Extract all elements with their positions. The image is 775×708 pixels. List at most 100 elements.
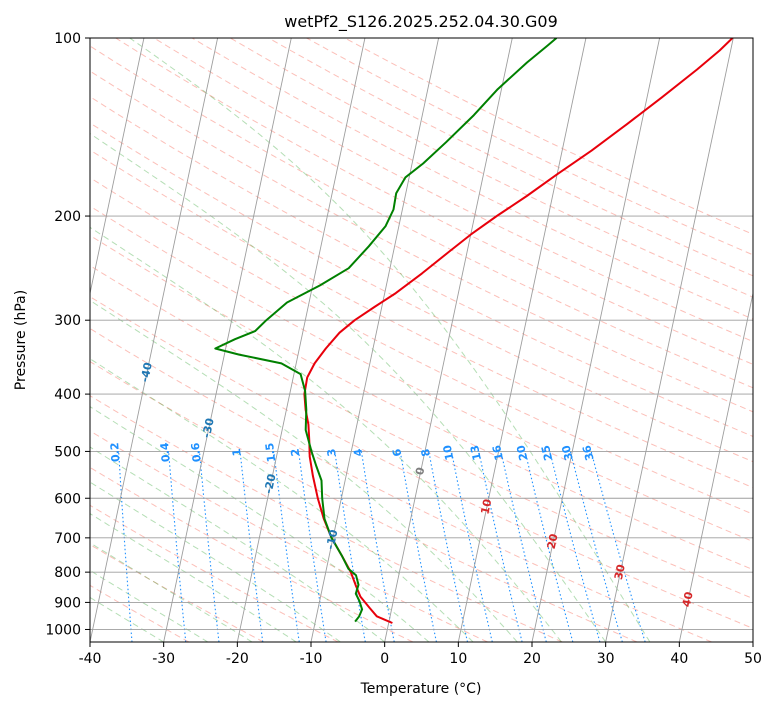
dry-adiabat-line (90, 584, 190, 642)
isotherm-line (236, 38, 366, 642)
x-tick-label: -40 (79, 651, 102, 667)
isotherm-label: 0 (413, 466, 427, 477)
isotherm-line (605, 38, 734, 642)
y-tick-label: 400 (54, 387, 81, 403)
mixing-ratio-line (399, 451, 437, 642)
dry-adiabat-line (90, 395, 563, 642)
mixing-ratio-line (168, 451, 187, 642)
dry-adiabat-line (115, 38, 753, 365)
mixing-ratio-label: 4 (351, 447, 365, 457)
x-tick-label: -30 (152, 651, 175, 667)
isotherm-line (90, 38, 219, 642)
isotherm-line (384, 38, 513, 642)
isotherm-label: -30 (200, 417, 217, 439)
moist-adiabat-line (90, 481, 341, 642)
mixing-ratio-line (549, 451, 601, 642)
isotherm-label: 40 (680, 590, 696, 608)
y-tick-label: 200 (54, 209, 81, 225)
x-tick-label: -10 (300, 651, 323, 667)
moist-adiabat-line (129, 38, 651, 642)
isotherm-line (0, 38, 70, 642)
dry-adiabat-line (153, 38, 753, 343)
isotherm-label: -10 (324, 528, 341, 550)
x-tick-label: -20 (226, 651, 249, 667)
isotherm-line (457, 38, 587, 642)
dry-adiabat-line (90, 70, 753, 413)
mixing-ratio-label: 3 (325, 448, 339, 457)
mixing-ratio-line (298, 451, 327, 642)
y-tick-label: 1000 (45, 622, 81, 638)
sounding-profiles (214, 38, 734, 624)
moist-adiabats (90, 38, 651, 642)
dewpoint-profile (214, 38, 558, 623)
mixing-ratio-label: 10 (441, 444, 457, 462)
x-tick-label: 50 (744, 651, 762, 667)
dry-adiabat-line (230, 38, 753, 298)
x-tick-label: 0 (380, 651, 389, 667)
isotherm-line (678, 291, 753, 642)
y-tick-label: 900 (54, 595, 81, 611)
isotherm-label: 30 (612, 563, 628, 581)
x-axis: -40 -30 -20 -10 0 10 20 30 40 50 (79, 642, 762, 667)
dry-adiabat-line (90, 122, 753, 463)
y-axis-title: Pressure (hPa) (13, 290, 29, 390)
dry-adiabat-line (90, 360, 638, 642)
isotherm-line (90, 38, 145, 296)
dry-adiabat-line (90, 45, 753, 389)
mixing-ratio-label: 6 (390, 447, 404, 457)
mixing-ratio-lines (118, 451, 646, 642)
moist-adiabat-line (90, 226, 562, 642)
mixing-ratio-label: 13 (468, 444, 484, 462)
moist-adiabat-line (90, 299, 518, 642)
plot-area: -100-90-80-70-60-50-40-30-20-10010203040… (0, 38, 753, 642)
mixing-ratio-line (118, 451, 133, 642)
mixing-ratio-line (569, 451, 623, 642)
chart-title: wetPf2_S126.2025.252.04.30.G09 (284, 12, 558, 32)
x-tick-label: 10 (449, 651, 467, 667)
y-tick-label: 100 (54, 31, 81, 47)
dry-adiabat-line (90, 543, 264, 642)
dry-adiabat-line (306, 38, 753, 256)
dry-adiabat-line (90, 430, 488, 642)
moist-adiabat-line (90, 406, 430, 642)
isotherm-line (752, 639, 753, 642)
isotherm-label: 20 (545, 532, 561, 550)
mixing-ratio-label: 2 (288, 448, 302, 457)
moist-adiabat-line (90, 569, 209, 642)
dry-adiabat-line (90, 149, 753, 489)
dry-adiabat-line (90, 504, 339, 642)
y-tick-label: 300 (54, 313, 81, 329)
dry-adiabats (90, 38, 753, 642)
mixing-ratio-label: 8 (419, 448, 433, 458)
x-tick-label: 30 (597, 651, 615, 667)
mixing-ratio-line (450, 451, 493, 642)
mixing-ratio-line (478, 451, 523, 642)
y-tick-label: 800 (54, 565, 81, 581)
mixing-ratio-label: 1.5 (263, 442, 278, 463)
y-tick-label: 600 (54, 491, 81, 507)
isotherm-label: -40 (138, 361, 155, 383)
dry-adiabat-line (90, 264, 753, 600)
dry-adiabat-line (90, 327, 712, 642)
mixing-ratio-line (590, 451, 646, 642)
mixing-ratio-label: 30 (559, 444, 575, 462)
isotherms (0, 38, 753, 642)
mixing-ratio-line (500, 451, 547, 642)
mixing-ratio-line (239, 451, 264, 642)
temperature-profile (303, 38, 734, 624)
isobars (90, 38, 753, 630)
mixing-ratio-line (334, 451, 366, 642)
isotherm-label: -20 (262, 472, 279, 494)
y-tick-label: 500 (54, 444, 81, 460)
moist-adiabat-line (90, 446, 385, 642)
isotherm-line (531, 38, 661, 642)
dry-adiabat-line (90, 96, 753, 437)
mixing-ratio-label: 16 (490, 444, 506, 462)
x-axis-title: Temperature (°C) (360, 681, 482, 697)
mixing-ratio-line (524, 451, 574, 642)
dry-adiabat-line (90, 466, 414, 642)
mixing-ratio-label: 20 (514, 444, 530, 462)
isotherm-line (163, 38, 292, 642)
mixing-ratio-label: 1 (230, 448, 244, 457)
